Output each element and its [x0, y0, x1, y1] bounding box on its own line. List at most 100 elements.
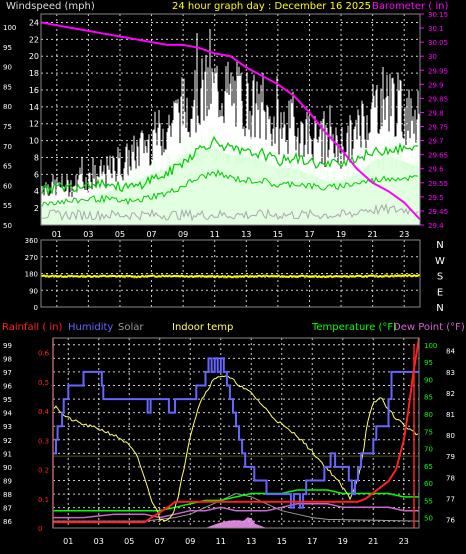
- x-tick-label: 07: [155, 537, 165, 546]
- x-tick-label: 11: [216, 537, 226, 546]
- baro-tick-label: 29.85: [428, 95, 448, 103]
- x-tick-label: 11: [210, 230, 220, 239]
- temp-tick-label: 70: [424, 446, 433, 454]
- humidity-tick-label: 93: [3, 423, 12, 431]
- rainfall-line: [53, 337, 420, 524]
- wind-tick-label: 24: [29, 18, 39, 27]
- outer-tick-label: 50: [3, 222, 12, 230]
- humidity-tick-label: 86: [3, 518, 12, 526]
- baro-tick-label: 30.15: [428, 11, 448, 19]
- indoor-temp-label: Indoor temp: [172, 322, 233, 333]
- baro-tick-label: 29.55: [428, 180, 448, 188]
- rain-tick-label: 0.1: [38, 496, 49, 504]
- wind-panel-frame: [40, 13, 421, 226]
- temp-tick-label: 90: [424, 376, 433, 384]
- indoor-tick-label: 77: [446, 495, 455, 503]
- direction-panel-frame: [40, 239, 421, 308]
- chart-title: 24 hour graph day : December 16 2025: [172, 1, 371, 12]
- temp-tick-label: 55: [424, 497, 433, 505]
- wind-tick-label: 2: [34, 204, 39, 213]
- humidity-tick-label: 92: [3, 437, 12, 445]
- compass-label: W: [435, 256, 445, 267]
- x-tick-label: 17: [307, 537, 317, 546]
- x-tick-label: 09: [185, 537, 195, 546]
- direction-tick-label: 180: [25, 271, 38, 279]
- temp-tick-label: 80: [424, 411, 433, 419]
- temperature-label: Temperature (°F): [311, 322, 397, 333]
- baro-tick-label: 29.7: [428, 138, 444, 146]
- indoor-tick-label: 76: [446, 517, 455, 525]
- x-tick-label: 23: [399, 537, 409, 546]
- temp-tick-label: 75: [424, 428, 433, 436]
- outer-tick-label: 75: [3, 123, 12, 131]
- baro-tick-label: 29.65: [428, 152, 448, 160]
- direction-tick-label: 90: [29, 287, 38, 295]
- wind-tick-label: 16: [29, 86, 39, 95]
- x-tick-label: 03: [94, 537, 104, 546]
- x-tick-label: 21: [368, 537, 378, 546]
- rain-tick-label: 0.4: [38, 408, 50, 416]
- baro-tick-label: 30.1: [428, 25, 444, 33]
- wind-baro-panel: Windspeed (mph) 24 hour graph day : Dece…: [3, 1, 448, 239]
- indoor-tick-label: 81: [446, 411, 455, 419]
- wind-tick-label: 8: [34, 153, 39, 162]
- humidity-tick-label: 96: [3, 383, 12, 391]
- humidity-tick-label: 95: [3, 396, 12, 404]
- x-tick-label: 17: [304, 230, 314, 239]
- rain-tick-label: 0.5: [38, 379, 49, 387]
- wind-panel-ticks: 01 03 05 07 09 11 13 15 17 19 21 232422201816141210…: [3, 11, 448, 239]
- humidity-tick-label: 99: [3, 342, 12, 350]
- baro-tick-label: 29.75: [428, 124, 448, 132]
- baro-tick-label: 29.95: [428, 67, 448, 75]
- rain-panel-series: [52, 337, 420, 528]
- baro-tick-label: 30: [428, 53, 437, 61]
- direction-series: [41, 273, 420, 279]
- uv-area: [205, 517, 267, 528]
- outer-tick-label: 60: [3, 182, 12, 190]
- x-tick-label: 03: [83, 230, 93, 239]
- wind-tick-label: 10: [29, 137, 39, 146]
- humidity-tick-label: 88: [3, 491, 12, 499]
- indoor-tick-label: 79: [446, 453, 455, 461]
- wind-tick-label: 6: [34, 170, 39, 179]
- outer-tick-label: 90: [3, 64, 12, 72]
- rain-panel-ticks: 01 03 05 07 09 11 13 15 17 19 21 23 99 98 97 96 95 94 93 92…: [3, 342, 455, 546]
- baro-tick-label: 29.45: [428, 208, 448, 216]
- x-tick-label: 09: [178, 230, 188, 239]
- baro-tick-label: 29.8: [428, 109, 444, 117]
- humidity-label: Humidity: [68, 322, 113, 333]
- outer-tick-label: 80: [3, 103, 12, 111]
- temp-tick-label: 85: [424, 394, 433, 402]
- wind-axis-title: Windspeed (mph): [6, 1, 95, 12]
- x-tick-label: 19: [336, 230, 346, 239]
- direction-tick-label: 270: [25, 254, 38, 262]
- wind-tick-label: 18: [29, 69, 39, 78]
- indoor-tick-label: 84: [446, 348, 455, 356]
- solar-label: Solar: [118, 322, 144, 333]
- temp-tick-label: 95: [424, 359, 433, 367]
- outer-tick-label: 55: [3, 202, 12, 210]
- baro-tick-label: 29.4: [428, 222, 444, 230]
- x-tick-label: 15: [277, 537, 287, 546]
- dew-point-line: [53, 503, 419, 519]
- humidity-tick-label: 97: [3, 369, 12, 377]
- humidity-tick-label: 98: [3, 355, 12, 363]
- compass-label: N: [436, 303, 443, 314]
- rain-tick-label: 0.3: [38, 437, 49, 445]
- baro-axis-title: Barometer ( in): [372, 1, 448, 12]
- temp-tick-label: 50: [424, 515, 433, 523]
- wind-tick-label: 20: [29, 52, 39, 61]
- x-tick-label: 01: [63, 537, 73, 546]
- direction-tick-label: 360: [25, 237, 38, 245]
- min-wind-line: [41, 203, 419, 222]
- rainfall-label: Rainfall ( in): [2, 322, 63, 333]
- temp-tick-label: 100: [424, 342, 437, 350]
- temp-tick-label: 60: [424, 480, 433, 488]
- x-tick-label: 05: [115, 230, 125, 239]
- dew-point-label: Dew Point (°F): [393, 322, 465, 333]
- x-tick-label: 07: [146, 230, 156, 239]
- x-tick-label: 21: [368, 230, 378, 239]
- outer-tick-label: 100: [3, 24, 16, 32]
- indoor-tick-label: 78: [446, 474, 455, 482]
